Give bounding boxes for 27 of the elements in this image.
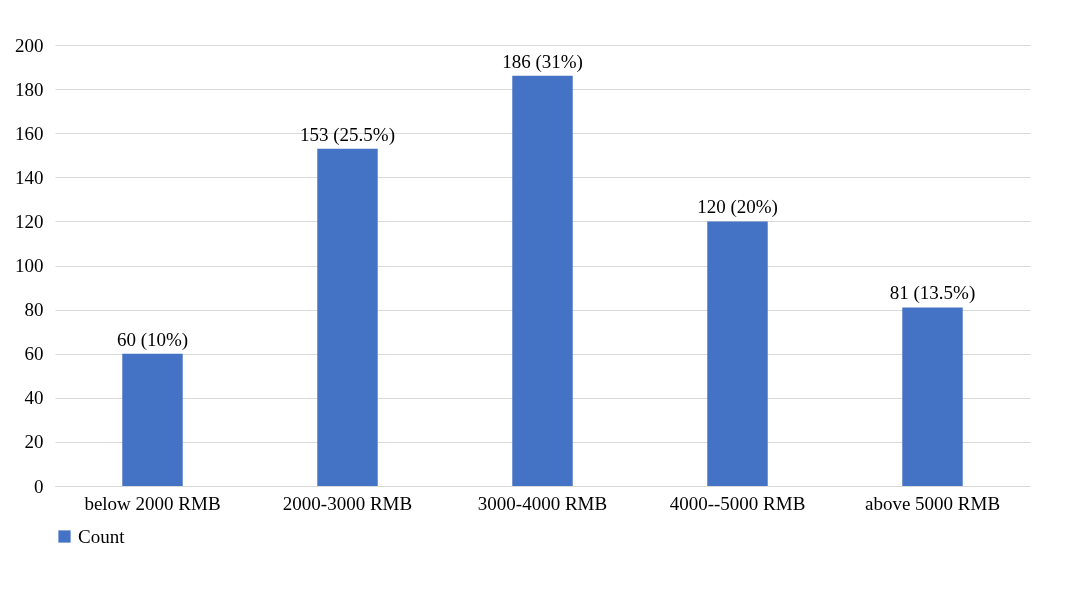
x-tick-label: 4000--5000 RMB [669, 492, 806, 514]
bar [707, 221, 768, 486]
y-tick-label: 100 [15, 255, 44, 276]
y-tick-label: 140 [15, 166, 44, 188]
data-label: 186 (31%) [502, 50, 583, 73]
data-label: 81 (13.5%) [889, 282, 976, 305]
bar [512, 75, 573, 486]
y-tick-label: 80 [24, 299, 44, 321]
y-tick-label: 180 [15, 78, 44, 100]
y-tick-label: 40 [24, 387, 44, 409]
y-tick-label: 120 [15, 210, 44, 232]
data-label: 60 (10%) [116, 328, 189, 351]
bar [902, 307, 963, 486]
x-tick-label: 3000-4000 RMB [477, 492, 608, 514]
x-tick-label: 2000-3000 RMB [282, 492, 413, 514]
data-label: 120 (20%) [697, 196, 778, 219]
y-tick-label: 60 [24, 343, 44, 365]
data-label: 153 (25.5%) [300, 123, 395, 146]
x-tick-label: below 2000 RMB [84, 492, 221, 514]
bar [317, 148, 378, 486]
y-tick-label: 160 [15, 122, 44, 144]
x-tick-label: above 5000 RMB [864, 492, 1001, 514]
y-tick-label: 20 [24, 431, 44, 453]
bar [122, 353, 183, 486]
y-tick-label: 0 [34, 475, 44, 497]
legend-label: Count [78, 525, 126, 547]
y-tick-label: 200 [15, 34, 44, 56]
